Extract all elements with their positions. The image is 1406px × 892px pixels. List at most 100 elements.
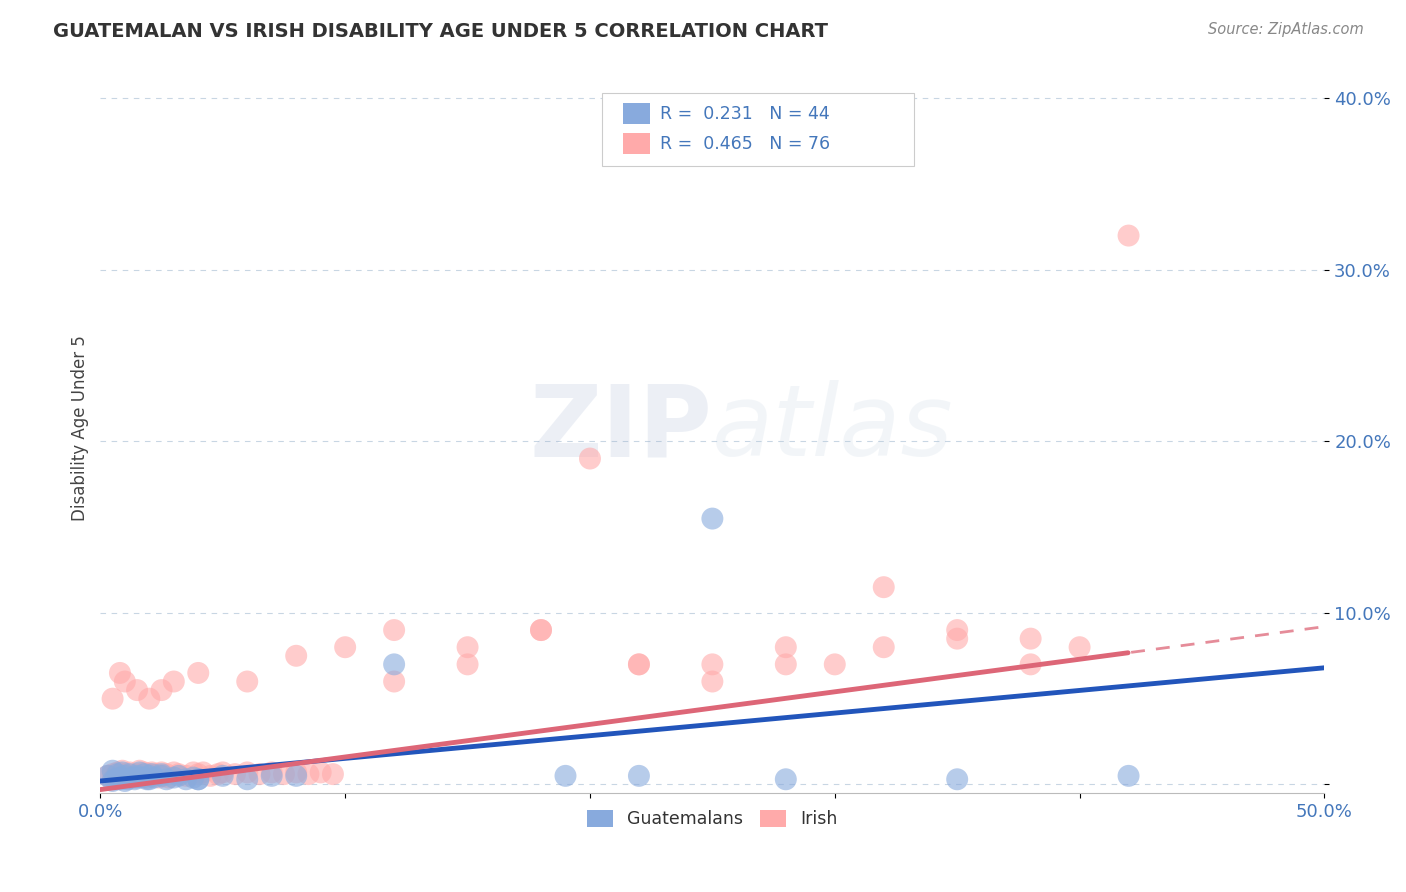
Point — [211, 769, 233, 783]
FancyBboxPatch shape — [623, 133, 650, 153]
Point — [138, 772, 160, 787]
Point — [309, 765, 332, 780]
Point — [138, 767, 160, 781]
Point — [211, 765, 233, 780]
Point — [145, 767, 167, 781]
Point — [627, 769, 650, 783]
Point — [150, 765, 173, 780]
Point — [554, 769, 576, 783]
Point — [297, 767, 319, 781]
Point — [174, 769, 197, 783]
Point — [1019, 657, 1042, 672]
Point — [128, 764, 150, 778]
Point — [167, 769, 190, 783]
Point — [150, 767, 173, 781]
Point — [183, 771, 205, 785]
Point — [108, 771, 131, 785]
Point — [249, 767, 271, 781]
Point — [141, 765, 163, 780]
Point — [155, 767, 177, 781]
Point — [125, 769, 148, 783]
Point — [457, 640, 479, 655]
Point — [187, 772, 209, 787]
Point — [125, 771, 148, 785]
Point — [134, 767, 156, 781]
Point — [873, 580, 896, 594]
Point — [163, 765, 186, 780]
Point — [273, 767, 295, 781]
Point — [207, 767, 229, 781]
Text: Source: ZipAtlas.com: Source: ZipAtlas.com — [1208, 22, 1364, 37]
Point — [143, 771, 166, 785]
Point — [627, 657, 650, 672]
Point — [157, 771, 180, 785]
Point — [101, 691, 124, 706]
Point — [121, 769, 143, 783]
Point — [125, 767, 148, 781]
Point — [97, 769, 120, 783]
Point — [873, 640, 896, 655]
Point — [131, 771, 153, 785]
Y-axis label: Disability Age Under 5: Disability Age Under 5 — [72, 335, 89, 522]
Point — [138, 769, 160, 783]
Point — [108, 769, 131, 783]
Point — [187, 772, 209, 787]
Point — [236, 674, 259, 689]
Point — [107, 767, 129, 781]
Point — [108, 772, 131, 787]
Point — [135, 771, 157, 785]
Point — [187, 665, 209, 680]
Point — [775, 657, 797, 672]
Point — [824, 657, 846, 672]
Point — [457, 657, 479, 672]
Point — [111, 765, 134, 780]
Point — [131, 769, 153, 783]
Point — [153, 769, 176, 783]
Point — [141, 767, 163, 781]
Point — [224, 767, 246, 781]
Point — [97, 769, 120, 783]
Point — [124, 772, 146, 787]
FancyBboxPatch shape — [623, 103, 650, 124]
Point — [121, 771, 143, 785]
Point — [138, 691, 160, 706]
Point — [104, 771, 127, 785]
Point — [1118, 769, 1140, 783]
Point — [322, 767, 344, 781]
Point — [285, 648, 308, 663]
Point — [1019, 632, 1042, 646]
Point — [236, 765, 259, 780]
Point — [143, 769, 166, 783]
Point — [125, 683, 148, 698]
Point — [101, 767, 124, 781]
Point — [579, 451, 602, 466]
Point — [702, 657, 724, 672]
Point — [183, 765, 205, 780]
Text: R =  0.465   N = 76: R = 0.465 N = 76 — [659, 135, 830, 153]
Text: R =  0.231   N = 44: R = 0.231 N = 44 — [659, 104, 830, 122]
Point — [117, 771, 139, 785]
Point — [107, 765, 129, 780]
Point — [174, 772, 197, 787]
Point — [114, 769, 136, 783]
Point — [114, 767, 136, 781]
Point — [200, 769, 222, 783]
Point — [124, 771, 146, 785]
Point — [150, 683, 173, 698]
Point — [104, 772, 127, 787]
Point — [1118, 228, 1140, 243]
Point — [333, 640, 356, 655]
Point — [155, 772, 177, 787]
Point — [118, 767, 141, 781]
Point — [285, 765, 308, 780]
Point — [118, 765, 141, 780]
Point — [382, 623, 405, 637]
Point — [148, 771, 170, 785]
Point — [946, 772, 969, 787]
Point — [150, 769, 173, 783]
Point — [702, 511, 724, 525]
Text: GUATEMALAN VS IRISH DISABILITY AGE UNDER 5 CORRELATION CHART: GUATEMALAN VS IRISH DISABILITY AGE UNDER… — [53, 22, 828, 41]
Point — [128, 765, 150, 780]
Point — [117, 772, 139, 787]
Point — [193, 765, 215, 780]
